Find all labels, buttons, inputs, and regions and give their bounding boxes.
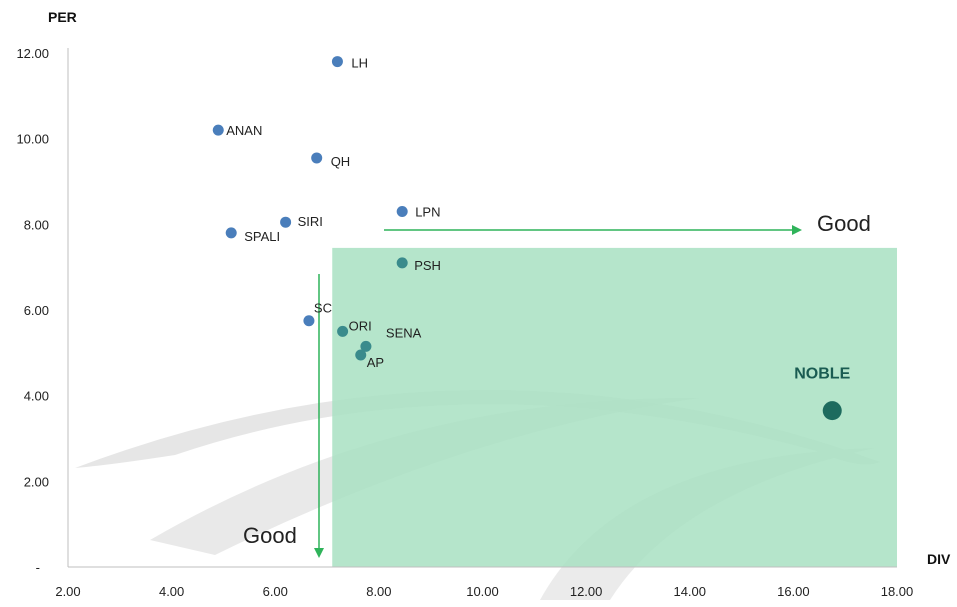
data-point-siri [280,216,292,228]
data-point-label-ap: AP [367,355,384,370]
good-label-down: Good [243,523,297,548]
data-point-label-ori: ORI [349,318,372,333]
data-point-label-lh: LH [351,56,368,71]
data-point-lh [331,56,343,68]
y-tick-label: 6.00 [24,303,49,318]
y-tick-label: 8.00 [24,217,49,232]
data-point-sc [303,315,315,327]
x-axis-title: DIV [927,551,951,567]
y-tick-label: 4.00 [24,389,49,404]
y-tick-labels: - 2.00 4.00 6.00 8.00 10.00 12.00 [16,46,49,575]
x-tick-label: 8.00 [366,584,391,599]
data-point-label-spali: SPALI [244,229,280,244]
x-tick-label: 4.00 [159,584,184,599]
x-tick-label: 16.00 [777,584,810,599]
data-point-qh [311,152,323,164]
highlight-label-noble: NOBLE [794,366,850,383]
data-point-psh [396,257,408,269]
x-tick-label: 14.00 [673,584,706,599]
x-tick-label: 12.00 [570,584,603,599]
data-point-label-sc: SC [314,301,332,316]
data-point-anan [212,124,224,136]
data-point-label-qh: QH [331,154,351,169]
good-zone [332,247,897,567]
x-tick-label: 10.00 [466,584,499,599]
y-axis-title: PER [48,9,77,25]
data-point-sena [360,340,372,352]
good-label-right: Good [817,211,871,236]
data-point-spali [225,227,237,239]
x-tick-label: 18.00 [881,584,914,599]
x-tick-labels: 2.00 4.00 6.00 8.00 10.00 12.00 14.00 16.00 18.0… [55,584,913,599]
data-point-label-anan: ANAN [226,123,262,138]
x-tick-label: 2.00 [55,584,80,599]
highlight-point-noble [822,401,842,421]
y-tick-label: 12.00 [16,46,49,61]
watermark-swoosh-2 [150,397,700,555]
x-tick-label: 6.00 [263,584,288,599]
data-point-ori [337,325,349,337]
y-tick-label: 2.00 [24,474,49,489]
data-point-label-siri: SIRI [298,214,323,229]
data-point-lpn [396,205,408,217]
y-tick-label: 10.00 [16,132,49,147]
data-point-label-sena: SENA [386,325,422,340]
data-point-label-psh: PSH [414,258,441,273]
data-point-ap [355,349,367,361]
y-tick-label: - [36,560,40,575]
data-point-label-lpn: LPN [415,204,440,219]
